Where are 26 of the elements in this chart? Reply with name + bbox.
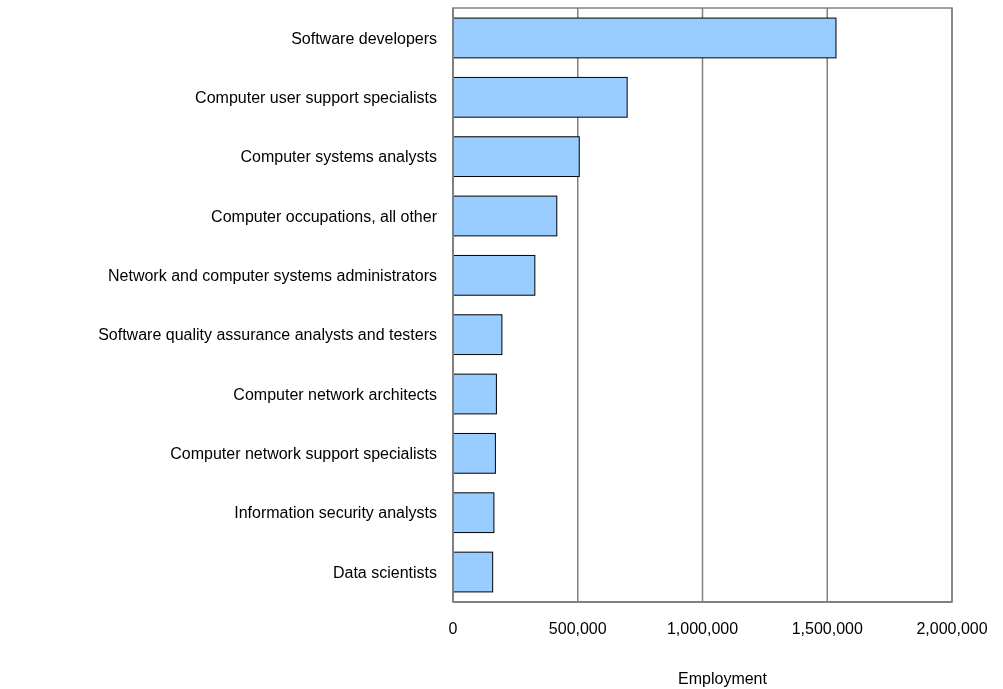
bar bbox=[452, 76, 628, 118]
x-tick-label: 1,000,000 bbox=[666, 620, 739, 637]
bar bbox=[452, 314, 503, 356]
bar bbox=[452, 195, 558, 237]
y-tick-label: Software developers bbox=[291, 29, 437, 47]
y-tick-label: Computer occupations, all other bbox=[211, 207, 438, 225]
y-tick-label: Computer systems analysts bbox=[240, 148, 437, 166]
bar bbox=[452, 492, 495, 534]
x-tick-label: 500,000 bbox=[548, 620, 607, 637]
x-axis-title: Employment bbox=[678, 670, 768, 687]
y-tick-label: Information security analysts bbox=[234, 504, 437, 522]
x-tick-label: 1,500,000 bbox=[791, 620, 863, 637]
bar bbox=[452, 136, 580, 178]
bar bbox=[452, 254, 536, 296]
y-tick-label: Software quality assurance analysts and testers bbox=[98, 326, 437, 344]
y-tick-label: Network and computer systems administrators bbox=[108, 266, 437, 284]
bar bbox=[452, 373, 497, 415]
x-tick-label: 0 bbox=[448, 620, 458, 637]
y-tick-label: Data scientists bbox=[332, 563, 437, 581]
bar bbox=[452, 17, 837, 59]
x-tick-label: 2,000,000 bbox=[916, 620, 988, 637]
bar bbox=[452, 432, 496, 474]
bar bbox=[452, 551, 494, 593]
y-tick-label: Computer user support specialists bbox=[195, 88, 437, 106]
y-tick-label: Computer network architects bbox=[233, 385, 437, 403]
y-tick-label: Computer network support specialists bbox=[170, 444, 437, 462]
